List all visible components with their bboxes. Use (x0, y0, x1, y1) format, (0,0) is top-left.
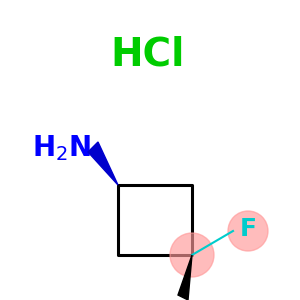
Text: F: F (239, 217, 256, 241)
Polygon shape (88, 142, 118, 185)
Circle shape (170, 233, 214, 277)
Text: HCl: HCl (111, 36, 185, 74)
Circle shape (228, 211, 268, 251)
Polygon shape (178, 255, 192, 300)
Text: H$_2$N: H$_2$N (32, 133, 92, 163)
